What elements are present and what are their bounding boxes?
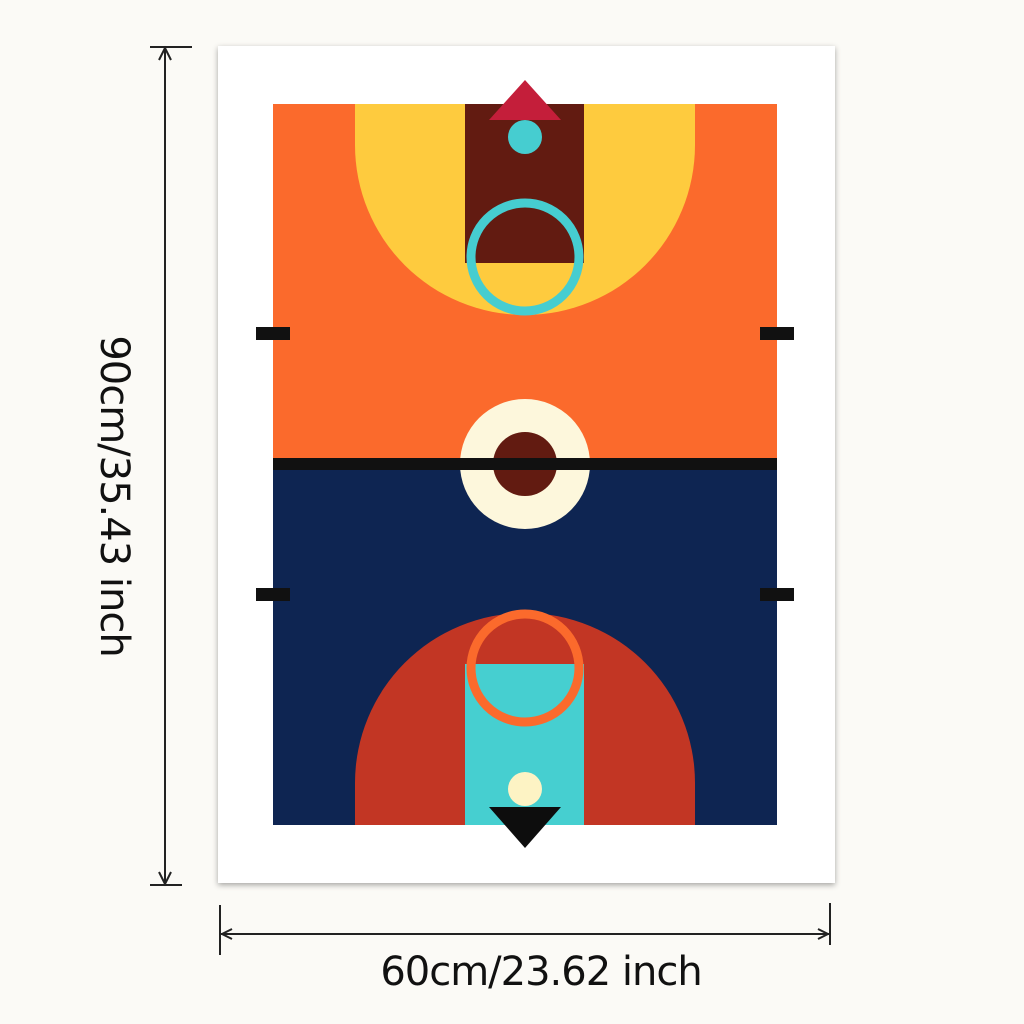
tick-left-lower — [256, 588, 290, 601]
top-triangle-icon — [489, 80, 561, 120]
height-label: 90cm/35.43 inch — [91, 335, 137, 657]
bottom-dot — [508, 772, 542, 806]
top-ring — [466, 198, 584, 316]
court-artwork — [273, 104, 777, 825]
top-dot — [508, 120, 542, 154]
bottom-triangle-icon — [489, 807, 561, 848]
height-dimension-line — [150, 45, 192, 887]
tick-right-upper — [760, 327, 794, 340]
bottom-ring — [466, 609, 584, 727]
width-label: 60cm/23.62 inch — [380, 949, 702, 995]
tick-right-lower — [760, 588, 794, 601]
center-line — [273, 458, 777, 470]
tick-left-upper — [256, 327, 290, 340]
width-dimension-line — [219, 903, 831, 955]
